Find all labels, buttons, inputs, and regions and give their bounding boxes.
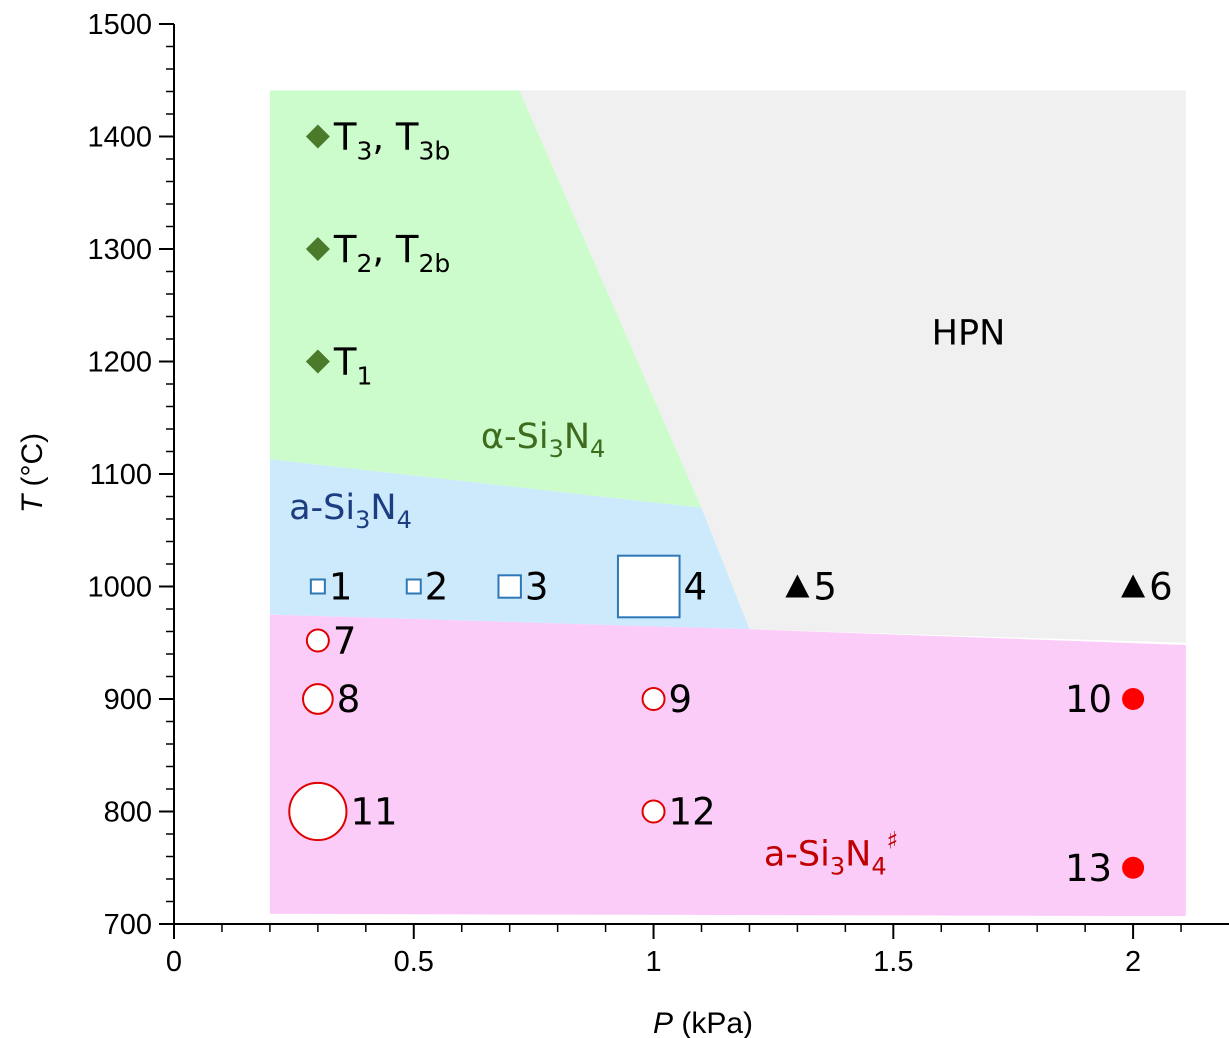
- y-tick-label: 900: [104, 684, 152, 716]
- y-tick-label: 1100: [90, 459, 152, 491]
- point-label: T3, T3b: [333, 116, 450, 166]
- y-axis-title: T (°C): [16, 433, 49, 513]
- point-label: 4: [684, 566, 708, 609]
- point-label: 3: [525, 566, 549, 609]
- region-label-hpn: HPN: [932, 314, 1006, 354]
- point-label: 9: [669, 678, 693, 721]
- open-circle-marker: [641, 799, 666, 824]
- region-labels-layer: HPN α-Si3N4 a-Si3N4 a-Si3N4♯: [289, 314, 1005, 881]
- region-label-a-si3n4-sharp: a-Si3N4♯: [764, 827, 898, 881]
- point-label: 12: [669, 791, 716, 834]
- y-tick-label: 700: [104, 909, 152, 941]
- region-alpha: [269, 90, 702, 508]
- y-tick-label: 800: [104, 797, 152, 829]
- triangle-marker: [785, 574, 810, 598]
- region-a-si3n4-sharp: [269, 614, 1186, 917]
- square-marker: [405, 578, 422, 595]
- point-label: 7: [333, 620, 357, 663]
- point-label: 1: [329, 566, 353, 609]
- triangle-marker: [1121, 574, 1146, 598]
- open-circle-marker: [302, 683, 334, 715]
- y-tick-label: 1200: [87, 347, 152, 379]
- regions-layer: [269, 90, 1186, 917]
- x-tick-label: 0.5: [394, 946, 434, 978]
- x-tick-label: 2: [1125, 946, 1141, 978]
- filled-circle-marker: [1122, 688, 1145, 710]
- point-label: 13: [1065, 847, 1112, 890]
- point-label: 5: [813, 566, 837, 609]
- x-tick-label: 1.5: [873, 946, 913, 978]
- diamond-marker: [305, 349, 330, 374]
- square-marker: [497, 574, 522, 599]
- y-tick-label: 1400: [87, 122, 152, 154]
- region-hpn: [519, 90, 1186, 643]
- square-marker: [309, 578, 326, 595]
- axes-layer: 0 0.5 1 1.5 27008009001000110012001300140015…: [87, 9, 1229, 978]
- region-label-alpha: α-Si3N4: [481, 417, 605, 463]
- open-circle-marker: [641, 687, 666, 711]
- point-label: 11: [350, 791, 397, 834]
- x-axis-title: P (kPa): [653, 1007, 753, 1038]
- diamond-marker: [305, 124, 330, 149]
- x-tick-label: 0: [166, 946, 182, 978]
- diamond-marker: [305, 237, 330, 261]
- point-label: 6: [1149, 566, 1173, 609]
- open-circle-marker: [305, 628, 330, 653]
- x-tick-label: 1: [645, 946, 661, 978]
- point-label: T1: [333, 341, 373, 391]
- y-tick-label: 1000: [87, 572, 152, 604]
- point-label: 8: [337, 678, 361, 721]
- y-tick-label: 1500: [87, 9, 152, 41]
- point-label: T2, T2b: [333, 228, 450, 278]
- filled-circle-marker: [1122, 856, 1145, 879]
- open-circle-marker: [288, 781, 348, 842]
- square-marker: [616, 554, 681, 619]
- y-tick-label: 1300: [87, 234, 152, 266]
- point-label: 10: [1065, 678, 1112, 721]
- point-label: 2: [425, 566, 449, 609]
- region-label-a-si3n4: a-Si3N4: [289, 488, 412, 534]
